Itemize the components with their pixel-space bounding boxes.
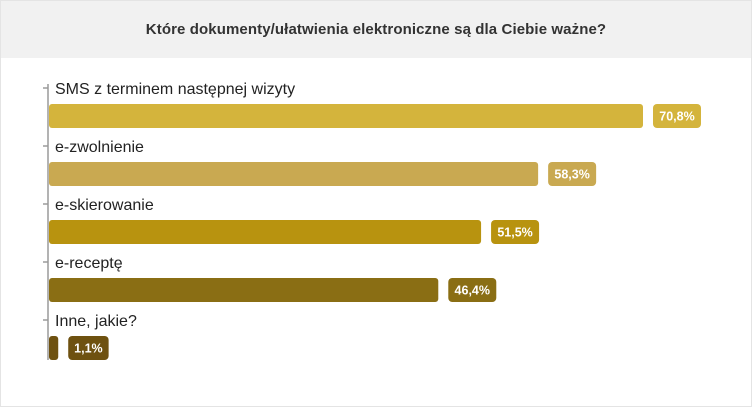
value-badge <box>491 220 540 244</box>
chart-header: Które dokumenty/ułatwienia elektroniczne… <box>1 1 751 58</box>
data-label: 46,4% <box>455 284 490 298</box>
category-label: e-receptę <box>55 255 123 272</box>
category-label: SMS z terminem następnej wizyty <box>55 81 295 98</box>
value-badge <box>653 104 701 128</box>
bar <box>49 162 539 186</box>
value-badge <box>448 278 497 302</box>
data-label: 58,3% <box>554 168 589 182</box>
bar <box>49 220 482 244</box>
category-label: e-skierowanie <box>55 197 154 214</box>
data-label: 70,8% <box>659 110 694 124</box>
category-label: e-zwolnienie <box>55 139 144 156</box>
bar <box>49 104 643 128</box>
data-label: 1,1% <box>74 342 103 356</box>
value-badge <box>548 162 597 186</box>
chart-title: Które dokumenty/ułatwienia elektroniczne… <box>145 21 607 38</box>
category-label: Inne, jakie? <box>55 313 137 330</box>
bar <box>49 278 439 302</box>
value-badge <box>68 336 109 360</box>
bar <box>49 336 59 360</box>
data-label: 51,5% <box>497 226 532 240</box>
